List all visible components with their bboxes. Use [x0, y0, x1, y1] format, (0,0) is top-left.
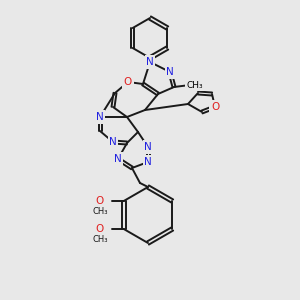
Text: N: N: [109, 137, 117, 147]
Text: O: O: [96, 224, 104, 234]
Text: N: N: [144, 142, 152, 152]
Text: N: N: [166, 67, 174, 77]
Text: O: O: [124, 77, 132, 87]
Text: N: N: [114, 154, 122, 164]
Text: CH₃: CH₃: [187, 80, 203, 89]
Text: N: N: [146, 57, 154, 67]
Text: O: O: [96, 196, 104, 206]
Text: O: O: [211, 102, 219, 112]
Text: CH₃: CH₃: [92, 206, 107, 215]
Text: N: N: [144, 157, 152, 167]
Text: N: N: [96, 112, 104, 122]
Text: CH₃: CH₃: [92, 235, 107, 244]
